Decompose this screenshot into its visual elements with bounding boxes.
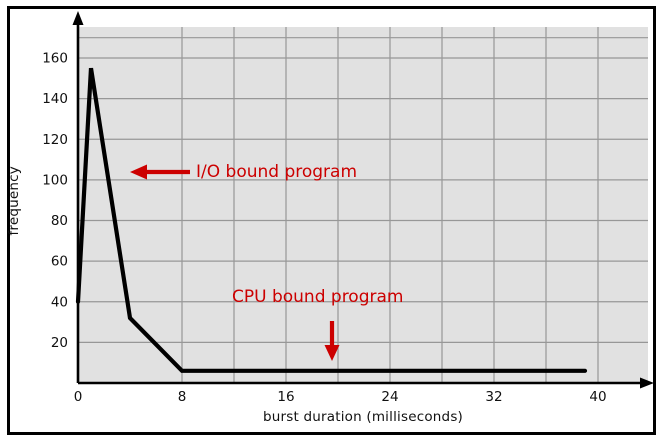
y-tick-label: 100 bbox=[42, 172, 68, 188]
y-axis-arrowhead bbox=[72, 11, 84, 25]
x-tick-label: 40 bbox=[589, 389, 606, 405]
y-tick-label: 40 bbox=[51, 294, 68, 310]
x-tick-label: 0 bbox=[74, 389, 83, 405]
y-tick-label: 20 bbox=[51, 335, 68, 351]
axes bbox=[76, 24, 643, 385]
y-tick-label: 140 bbox=[42, 91, 68, 107]
x-axis-arrowhead bbox=[640, 377, 654, 389]
y-tick-label: 60 bbox=[51, 254, 68, 270]
x-tick-label: 32 bbox=[485, 389, 502, 405]
plot-background bbox=[78, 27, 648, 383]
y-tick-labels: 20 40 60 80 100 120 140 160 bbox=[42, 51, 68, 351]
x-tick-labels: 0 8 16 24 32 40 bbox=[74, 389, 607, 405]
io-arrowhead bbox=[130, 164, 147, 180]
gridlines bbox=[78, 27, 648, 383]
y-axis-title: frequency bbox=[6, 166, 22, 236]
y-tick-label: 120 bbox=[42, 132, 68, 148]
y-tick-label: 160 bbox=[42, 51, 68, 67]
cpu-bound-annotation: CPU bound program bbox=[232, 287, 404, 307]
x-axis-title: burst duration (milliseconds) bbox=[262, 409, 464, 425]
x-tick-label: 16 bbox=[277, 389, 294, 405]
figure-frame bbox=[7, 6, 656, 435]
x-tick-label: 8 bbox=[178, 389, 187, 405]
y-tick-label: 80 bbox=[51, 213, 68, 229]
cpu-arrowhead bbox=[324, 345, 340, 361]
x-tick-label: 24 bbox=[381, 389, 398, 405]
frequency-curve bbox=[75, 67, 588, 373]
annotation-arrows bbox=[130, 164, 340, 361]
io-bound-annotation: I/O bound program bbox=[196, 162, 358, 182]
